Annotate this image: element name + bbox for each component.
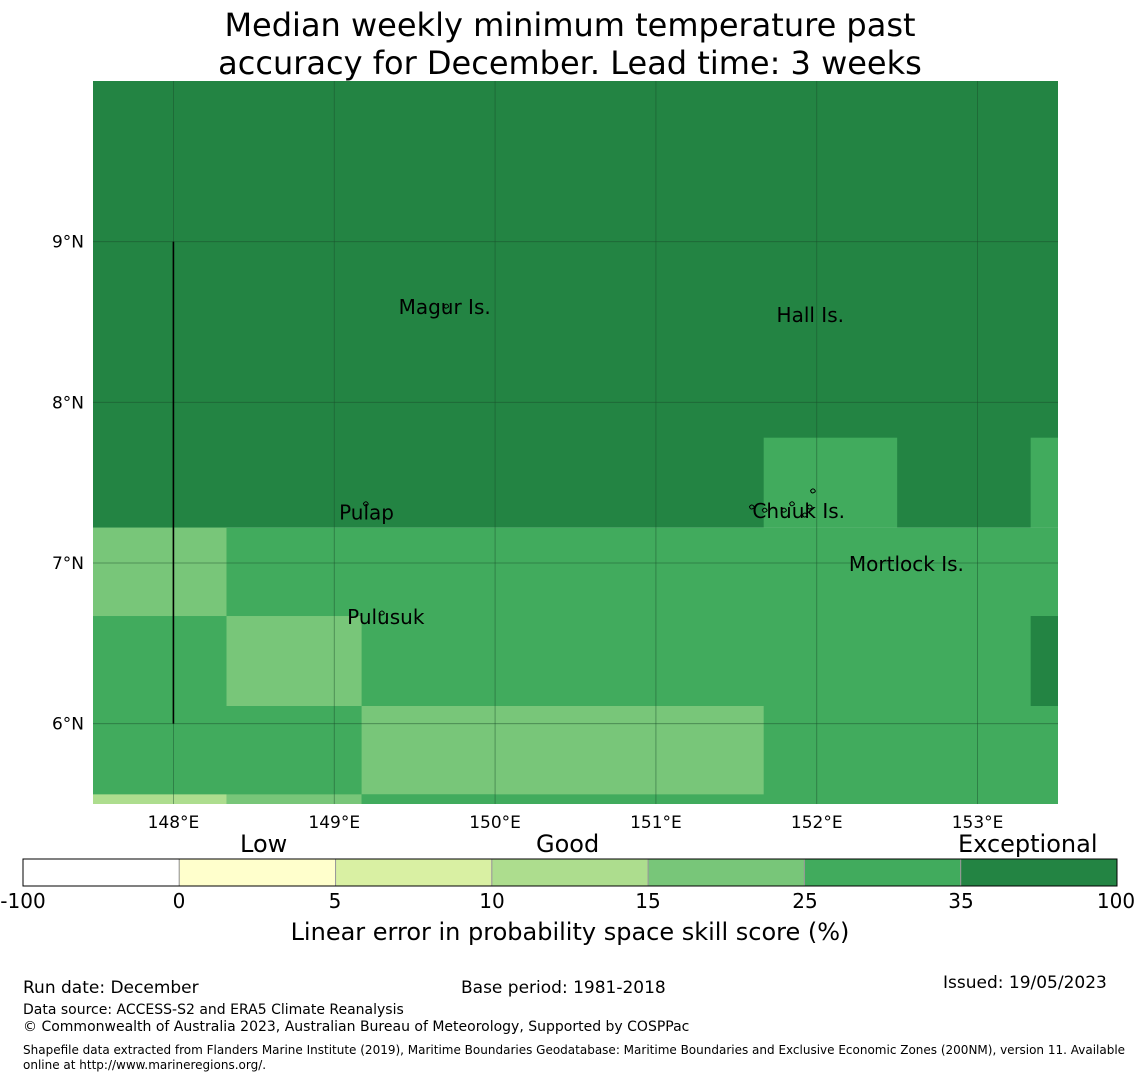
colorbar-tick: 5: [328, 889, 342, 913]
place-label: Mortlock Is.: [849, 552, 964, 576]
island-outline: [362, 501, 369, 507]
colorbar-segment: [960, 858, 1118, 887]
colorbar-category-good: Good: [536, 830, 600, 858]
island-outlines: [362, 303, 816, 616]
skill-cell: [93, 527, 227, 617]
map-title-line-2: accuracy for December. Lead time: 3 week…: [218, 44, 922, 82]
place-label: Chuuk Is.: [752, 499, 845, 523]
colorbar-category-low: Low: [240, 830, 288, 858]
data-source: Data source: ACCESS-S2 and ERA5 Climate …: [23, 1002, 404, 1018]
colorbar-segment: [335, 858, 493, 887]
colorbar-tick: -100: [0, 889, 46, 913]
skill-cell: [763, 437, 898, 528]
shapefile-credit: Shapefile data extracted from Flanders M…: [23, 1043, 1126, 1072]
lat-tick-label: 9°N: [52, 233, 84, 253]
skill-cell: [226, 616, 362, 706]
base-period: Base period: 1981-2018: [461, 978, 666, 998]
lon-tick-label: 149°E: [308, 813, 360, 833]
skill-cell: [93, 81, 1058, 528]
copyright: © Commonwealth of Australia 2023, Austra…: [23, 1019, 690, 1035]
island-outline: [809, 488, 816, 494]
colorbar-frame: [22, 858, 1118, 887]
lon-tick-label: 151°E: [630, 813, 682, 833]
lon-tick-label: 152°E: [791, 813, 843, 833]
axis-labels: 148°E 149°E 150°E 151°E 152°E 153°E 9°N 8°N 7°N 6…: [52, 233, 1003, 833]
colorbar-tick: 15: [635, 889, 661, 913]
map-title-line-1: Median weekly minimum temperature past: [224, 6, 916, 44]
lon-tick-label: 148°E: [148, 813, 200, 833]
colorbar-tick: 25: [792, 889, 818, 913]
colorbar-tick: 35: [948, 889, 974, 913]
colorbar-category-exceptional: Exceptional: [958, 830, 1098, 858]
island-outline: [443, 303, 450, 309]
lat-tick-label: 8°N: [52, 393, 84, 413]
island-outline: [801, 512, 808, 518]
island-outline: [781, 507, 787, 513]
skill-map: Magur Is. Hall Is. Pulap Chuuk Is. Mortlock …: [22, 81, 1118, 887]
skill-cell: [1030, 616, 1058, 706]
island-outline: [378, 610, 385, 616]
colorbar-tick: 10: [479, 889, 505, 913]
colorbar-segment: [803, 858, 962, 887]
island-outline: [748, 504, 755, 510]
colorbar-tick: 0: [172, 889, 186, 913]
colorbar-segment: [178, 858, 337, 887]
place-label: Pulusuk: [347, 605, 425, 629]
run-date: Run date: December: [23, 978, 199, 998]
skill-cell: [226, 794, 362, 804]
colorbar-segment: [491, 858, 649, 887]
place-label: Magur Is.: [399, 295, 491, 319]
skill-cell: [1030, 437, 1058, 528]
issued-date: Issued: 19/05/2023: [943, 973, 1107, 993]
island-outline: [789, 501, 795, 507]
place-labels: Magur Is. Hall Is. Pulap Chuuk Is. Mortlock …: [339, 295, 964, 629]
island-outline: [806, 504, 813, 510]
skill-cell: [93, 794, 227, 804]
lon-tick-label: 153°E: [952, 813, 1004, 833]
lon-tick-label: 150°E: [469, 813, 521, 833]
colorbar-segment: [647, 858, 805, 887]
colorbar-tick: 100: [1096, 889, 1136, 913]
colorbar-title: Linear error in probability space skill …: [290, 918, 850, 946]
island-outline: [761, 507, 768, 513]
colorbar-segment: [22, 858, 180, 887]
place-label: Hall Is.: [777, 303, 844, 327]
colorbar: [22, 858, 1118, 887]
skill-cells: [93, 81, 1058, 804]
lat-tick-label: 7°N: [52, 554, 84, 574]
skill-cell: [361, 794, 496, 804]
skill-cell: [361, 705, 764, 795]
place-label: Pulap: [339, 501, 394, 525]
lat-tick-label: 6°N: [52, 715, 84, 735]
